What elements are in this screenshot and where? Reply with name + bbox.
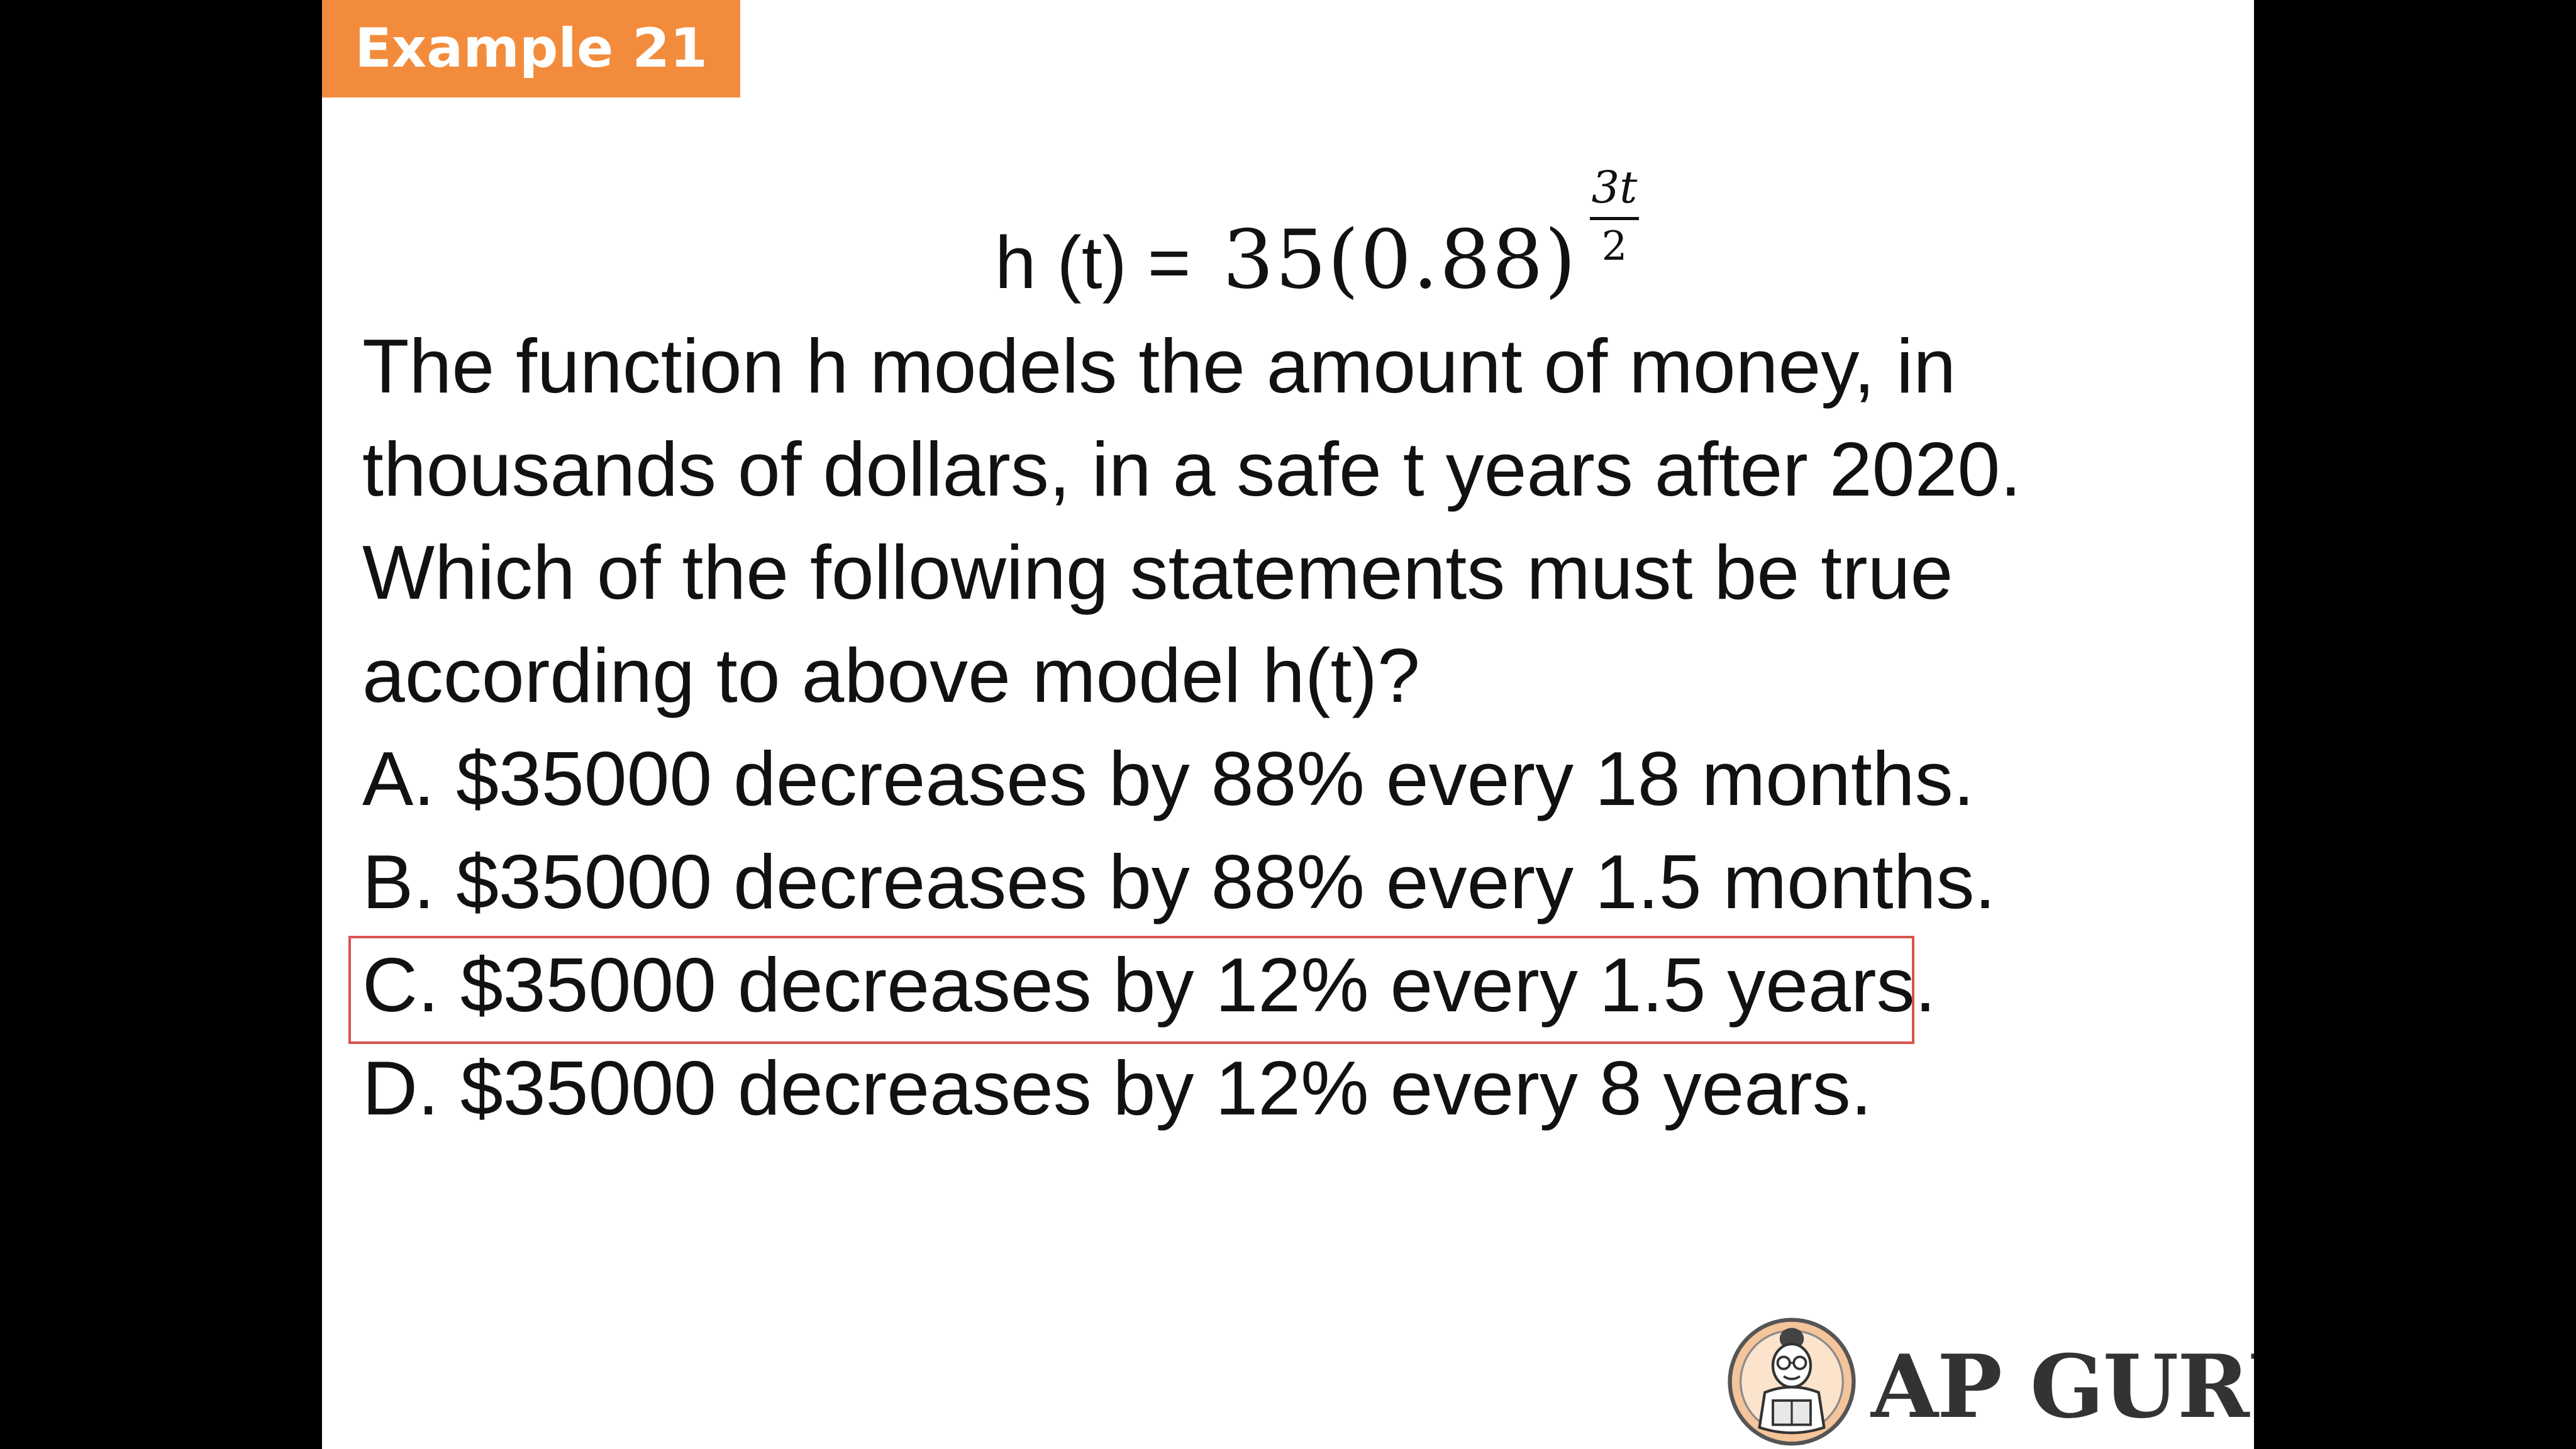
option-c: C. $35000 decreases by 12% every 1.5 yea… bbox=[348, 933, 2236, 1044]
option-c-text: C. $35000 decreases by 12% every 1.5 yea… bbox=[362, 942, 1936, 1028]
formula-base: 35(0.88) bbox=[1223, 213, 1577, 307]
exponent-denominator: 2 bbox=[1601, 223, 1628, 270]
option-d: D. $35000 decreases by 12% every 8 years… bbox=[362, 1036, 2236, 1140]
question-line: according to above model h(t)? bbox=[362, 633, 1420, 718]
option-b-text: B. $35000 decreases by 88% every 1.5 mon… bbox=[362, 839, 1996, 924]
question-text: The function h models the amount of mone… bbox=[362, 314, 2236, 727]
option-a: A. $35000 decreases by 88% every 18 mont… bbox=[362, 727, 2236, 830]
option-a-text: A. $35000 decreases by 88% every 18 mont… bbox=[362, 736, 1975, 821]
fraction-bar bbox=[1590, 217, 1639, 220]
ap-guru-logo: AP GURU bbox=[1724, 1314, 2254, 1449]
question-line: The function h models the amount of mone… bbox=[362, 323, 1957, 409]
option-d-text: D. $35000 decreases by 12% every 8 years… bbox=[362, 1045, 1872, 1131]
slide: Example 21 h (t) = 35(0.88) 3t 2 The fun… bbox=[322, 0, 2254, 1449]
logo-text: AP GURU bbox=[1871, 1335, 2254, 1438]
question-line: thousands of dollars, in a safe t years … bbox=[362, 426, 2022, 512]
formula-exponent: 3t 2 bbox=[1587, 160, 1641, 269]
question-line: Which of the following statements must b… bbox=[362, 530, 1953, 615]
ap-guru-mascot-icon bbox=[1728, 1318, 1856, 1446]
formula-lhs: h (t) = bbox=[995, 221, 1191, 304]
answer-options: A. $35000 decreases by 88% every 18 mont… bbox=[348, 727, 2236, 1140]
exponent-numerator: 3t bbox=[1591, 162, 1638, 213]
option-b: B. $35000 decreases by 88% every 1.5 mon… bbox=[362, 830, 2236, 933]
example-tag: Example 21 bbox=[322, 0, 740, 97]
